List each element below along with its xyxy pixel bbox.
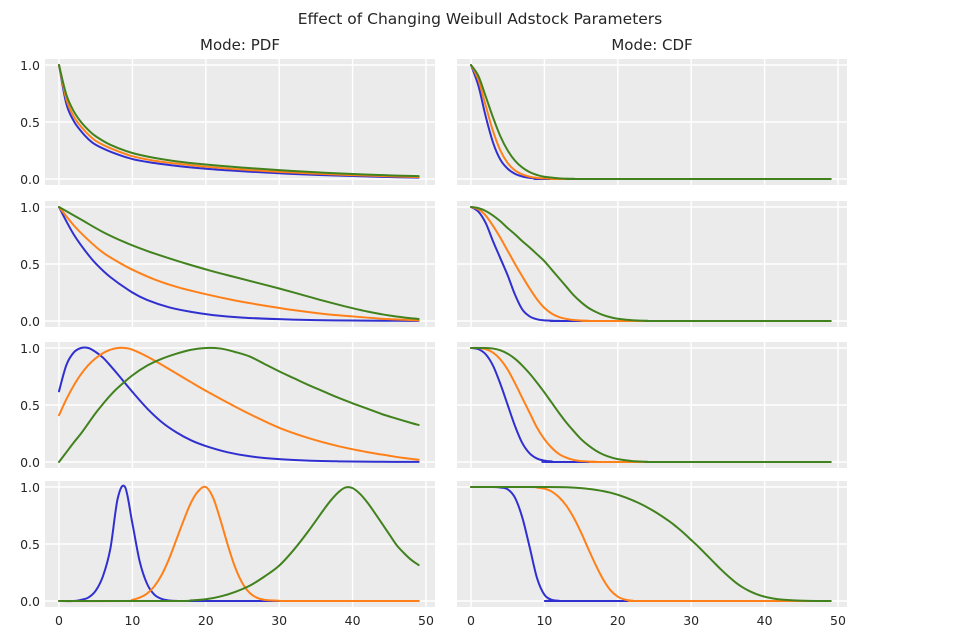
x-tick-label: 30: [683, 613, 700, 628]
x-tick-label: 10: [536, 613, 553, 628]
curve-orange: [58, 206, 420, 322]
curve-blue: [470, 347, 832, 464]
curve-green: [58, 64, 420, 178]
y-tick-label: 0.0: [20, 454, 40, 470]
curve-green: [58, 346, 420, 463]
curve-orange: [470, 206, 832, 323]
y-tick-label: 1.0: [20, 57, 40, 73]
curve-blue: [470, 206, 832, 323]
x-tick-label: 0: [467, 613, 475, 628]
y-tick-label: 1.0: [20, 199, 40, 215]
y-tick-label: 0.5: [20, 397, 40, 413]
y-tick-label: 0.0: [20, 171, 40, 187]
curve-green: [58, 206, 420, 320]
subplot-row4-cdf: [457, 481, 847, 607]
curve-green: [470, 206, 832, 323]
subplot-row3-pdf: [45, 342, 435, 468]
subplot-row4-pdf: [45, 481, 435, 607]
y-tick-label: 0.0: [20, 593, 40, 609]
curve-orange: [470, 485, 832, 603]
subplot-row2-cdf: [457, 201, 847, 327]
curve-green: [470, 64, 832, 181]
plot-area: [457, 481, 847, 607]
curve-orange: [470, 346, 832, 464]
curve-blue: [58, 346, 420, 463]
plot-area: [45, 59, 435, 185]
y-tick-label: 0.5: [20, 114, 40, 130]
y-tick-label: 0.5: [20, 536, 40, 552]
x-tick-label: 10: [124, 613, 141, 628]
y-tick-label: 0.0: [20, 313, 40, 329]
subplot-title-pdf: Mode: PDF: [200, 36, 280, 54]
plot-area: [45, 201, 435, 327]
plot-area: [457, 342, 847, 468]
y-tick-label: 1.0: [20, 340, 40, 356]
x-tick-label: 20: [609, 613, 626, 628]
y-tick-label: 0.5: [20, 256, 40, 272]
figure-title: Effect of Changing Weibull Adstock Param…: [297, 10, 663, 28]
plot-area: [45, 342, 435, 468]
curve-blue: [58, 64, 420, 179]
curve-orange: [58, 346, 420, 461]
x-tick-label: 50: [830, 613, 846, 628]
subplot-row1-cdf: [457, 59, 847, 185]
x-tick-label: 40: [344, 613, 361, 628]
curve-green: [58, 486, 420, 603]
x-tick-label: 40: [756, 613, 773, 628]
x-tick-label: 0: [55, 613, 63, 628]
curve-blue: [58, 206, 420, 322]
x-tick-label: 20: [197, 613, 214, 628]
x-tick-label: 30: [271, 613, 288, 628]
curve-green: [470, 346, 832, 464]
subplot-row1-pdf: [45, 59, 435, 185]
x-tick-label: 50: [418, 613, 434, 628]
y-tick-label: 1.0: [20, 479, 40, 495]
subplot-title-cdf: Mode: CDF: [611, 36, 693, 54]
subplot-row3-cdf: [457, 342, 847, 468]
curve-orange: [470, 64, 832, 181]
plot-area: [457, 59, 847, 185]
curve-green: [470, 485, 832, 603]
plot-area: [457, 201, 847, 327]
plot-area: [45, 481, 435, 607]
curve-orange: [58, 64, 420, 178]
curve-orange: [58, 485, 420, 603]
subplot-row2-pdf: [45, 201, 435, 327]
